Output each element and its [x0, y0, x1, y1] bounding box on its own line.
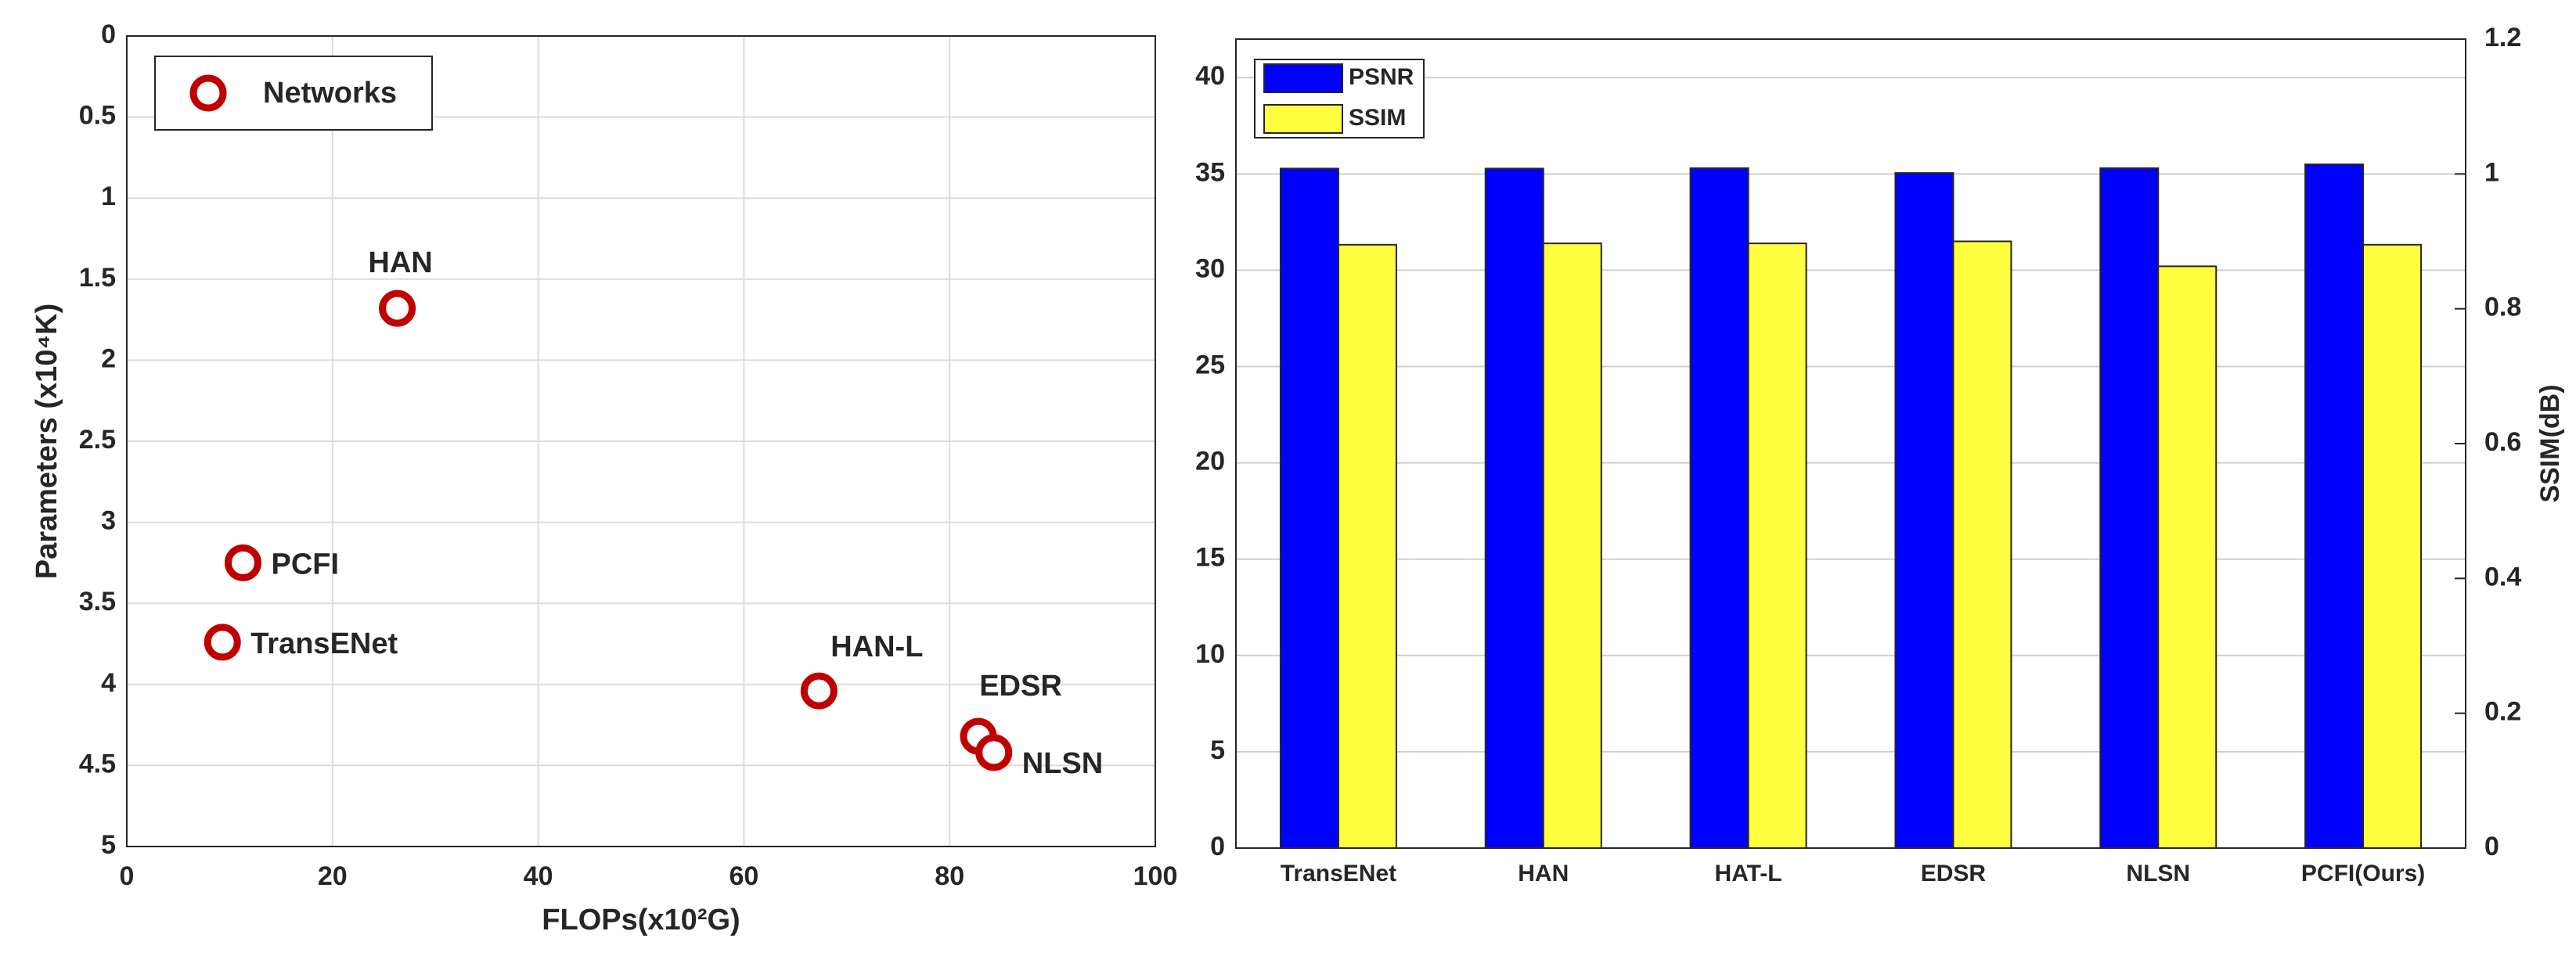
y-tick-label: 35 — [1195, 157, 1225, 187]
y-tick-label: 4.5 — [79, 749, 116, 778]
scatter-point — [975, 734, 1013, 771]
y2-tick-label: 0.2 — [2484, 697, 2521, 727]
axes-frame — [126, 35, 1156, 847]
point-label: NLSN — [1022, 747, 1103, 780]
axes-frame — [1235, 38, 2466, 849]
bar — [1279, 167, 1339, 849]
x-tick-label: 80 — [935, 861, 964, 891]
y2-tick-label: 0.4 — [2484, 562, 2521, 591]
x-tick-label: 60 — [729, 861, 758, 891]
bar — [1484, 167, 1544, 849]
x-axis-label: FLOPs(x10²G) — [542, 904, 740, 936]
x-tick-label: PCFI(Ours) — [2301, 861, 2425, 886]
scatter-point — [800, 672, 838, 710]
y2-axis-label: SSIM(dB) — [2535, 384, 2565, 502]
bar — [2157, 265, 2218, 849]
y-tick-label: 5 — [101, 830, 116, 860]
point-label: TransENet — [250, 627, 398, 660]
y2-tick-label: 1.2 — [2484, 23, 2521, 52]
legend-label: SSIM — [1349, 105, 1406, 131]
x-tick-label: HAN — [1518, 861, 1569, 886]
bar — [2099, 167, 2160, 849]
bar — [1747, 243, 1807, 849]
bar — [1689, 167, 1749, 849]
x-tick-label: 100 — [1133, 861, 1178, 891]
y2-tick-label: 0 — [2484, 832, 2499, 861]
x-tick-label: TransENet — [1281, 861, 1396, 886]
y-tick-label: 20 — [1195, 447, 1225, 476]
y2-tick-label: 1 — [2484, 157, 2499, 187]
y-tick-label: 25 — [1195, 350, 1225, 380]
y-tick-label: 2.5 — [79, 425, 116, 455]
plot-area — [1236, 39, 2466, 848]
x-tick-label: 0 — [120, 861, 135, 891]
y-tick-label: 5 — [1210, 735, 1225, 765]
y2-tick-label: 0.8 — [2484, 293, 2521, 322]
y-tick-label: 15 — [1195, 543, 1225, 573]
x-tick-label: 20 — [318, 861, 348, 891]
legend-marker — [189, 74, 227, 112]
scatter-point — [224, 544, 261, 581]
y-tick-label: 30 — [1195, 253, 1225, 283]
bar — [2362, 243, 2423, 849]
y-tick-label: 10 — [1195, 639, 1225, 669]
x-tick-label: 40 — [524, 861, 553, 891]
legend-label: Networks — [263, 77, 397, 110]
x-tick-label: NLSN — [2126, 861, 2190, 886]
y-tick-label: 0 — [1210, 832, 1225, 861]
y-tick-label: 1 — [101, 182, 116, 211]
y-tick-label: 40 — [1195, 61, 1225, 91]
y-tick-label: 3.5 — [79, 587, 116, 617]
point-label: HAN — [368, 246, 432, 279]
y-tick-label: 2 — [101, 343, 116, 373]
y-tick-label: 0.5 — [79, 101, 116, 131]
x-tick-label: HAT-L — [1715, 861, 1782, 886]
y-tick-label: 3 — [101, 506, 116, 536]
legend-swatch — [1263, 63, 1343, 93]
y2-tick-label: 0.6 — [2484, 427, 2521, 457]
bar — [1542, 243, 1602, 849]
y-tick-label: 0 — [101, 20, 116, 49]
legend-label: PSNR — [1349, 64, 1414, 90]
y-axis-label: Parameters (x10⁴K) — [31, 304, 63, 580]
point-label: HAN-L — [830, 631, 923, 663]
point-label: PCFI — [271, 548, 339, 581]
legend-swatch — [1263, 104, 1343, 134]
bar — [1952, 240, 2012, 849]
bar — [1337, 243, 1397, 849]
scatter-point — [204, 624, 241, 661]
bar — [2304, 164, 2365, 849]
point-label: EDSR — [979, 670, 1062, 703]
y-tick-label: 4 — [101, 668, 116, 698]
scatter-point — [379, 289, 416, 327]
x-tick-label: EDSR — [1921, 861, 1987, 886]
y-tick-label: 1.5 — [79, 263, 116, 293]
bar — [1894, 172, 1955, 850]
